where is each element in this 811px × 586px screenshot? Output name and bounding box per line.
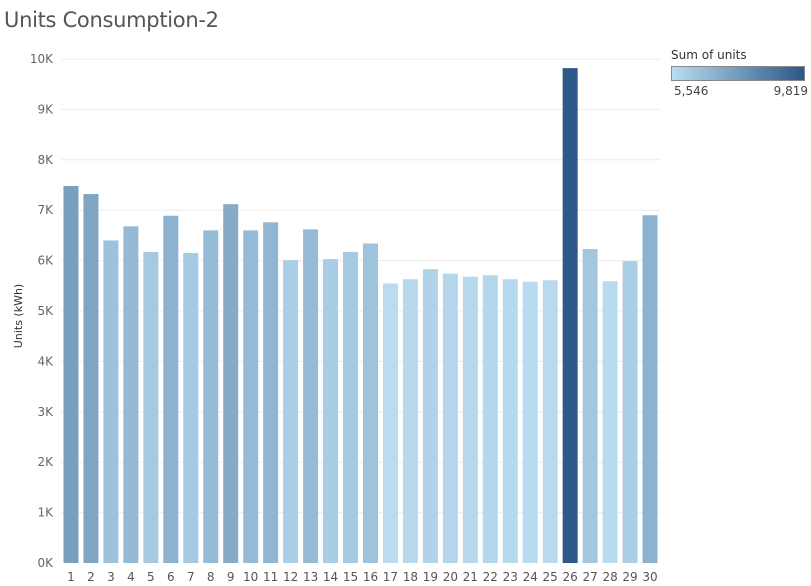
x-tick-label: 17: [383, 570, 398, 584]
bar[interactable]: [522, 281, 538, 563]
x-tick-label: 26: [563, 570, 578, 584]
x-tick-label: 22: [483, 570, 498, 584]
x-tick-label: 10: [243, 570, 258, 584]
bar[interactable]: [63, 186, 79, 563]
bar[interactable]: [163, 215, 179, 563]
x-tick-label: 2: [87, 570, 95, 584]
x-tick-label: 4: [127, 570, 135, 584]
bar[interactable]: [482, 275, 498, 563]
x-tick-label: 28: [602, 570, 617, 584]
bar[interactable]: [542, 280, 558, 563]
y-tick-label: 7K: [37, 203, 54, 217]
x-tick-label: 3: [107, 570, 115, 584]
y-tick-label: 2K: [37, 455, 54, 469]
legend-min-label: 5,546: [674, 84, 709, 98]
bar[interactable]: [462, 276, 478, 563]
bar[interactable]: [203, 230, 219, 564]
y-tick-label: 5K: [37, 304, 54, 318]
bar[interactable]: [303, 229, 319, 564]
x-tick-label: 5: [147, 570, 155, 584]
x-tick-label: 25: [543, 570, 558, 584]
x-tick-label: 29: [622, 570, 637, 584]
x-tick-label: 14: [323, 570, 338, 584]
bar[interactable]: [123, 226, 139, 563]
y-tick-label: 1K: [37, 506, 54, 520]
bar[interactable]: [502, 279, 518, 563]
chart-title: Units Consumption-2: [4, 8, 219, 32]
x-tick-label: 7: [187, 570, 195, 584]
x-tick-label: 9: [227, 570, 235, 584]
x-tick-label: 19: [423, 570, 438, 584]
bar[interactable]: [323, 259, 339, 563]
x-tick-label: 20: [443, 570, 458, 584]
x-tick-label: 6: [167, 570, 175, 584]
y-tick-label: 4K: [37, 354, 54, 368]
bar[interactable]: [362, 243, 378, 564]
color-legend: Sum of units 5,546 9,819: [671, 48, 811, 100]
y-tick-label: 6K: [37, 254, 54, 268]
legend-max-label: 9,819: [773, 84, 808, 98]
y-tick-label: 8K: [37, 153, 54, 167]
y-tick-label: 3K: [37, 405, 54, 419]
bar[interactable]: [263, 222, 279, 563]
bar[interactable]: [622, 261, 638, 563]
x-tick-label: 12: [283, 570, 298, 584]
x-tick-label: 21: [463, 570, 478, 584]
x-tick-label: 27: [582, 570, 597, 584]
y-tick-label: 10K: [30, 52, 54, 66]
bar[interactable]: [243, 230, 259, 564]
x-tick-label: 30: [642, 570, 657, 584]
bar[interactable]: [103, 240, 119, 563]
x-tick-label: 13: [303, 570, 318, 584]
x-tick-label: 1: [67, 570, 75, 584]
bar[interactable]: [382, 283, 398, 563]
bar[interactable]: [83, 194, 99, 563]
x-tick-label: 8: [207, 570, 215, 584]
bar[interactable]: [183, 253, 199, 564]
x-tick-label: 16: [363, 570, 378, 584]
y-axis-label: Units (kWh): [12, 284, 25, 348]
bar[interactable]: [442, 273, 458, 563]
bar[interactable]: [642, 215, 658, 564]
bar[interactable]: [343, 252, 359, 564]
x-tick-label: 15: [343, 570, 358, 584]
bar[interactable]: [422, 269, 438, 563]
x-tick-label: 18: [403, 570, 418, 584]
x-tick-label: 24: [523, 570, 538, 584]
x-tick-label: 11: [263, 570, 278, 584]
bar[interactable]: [283, 260, 299, 563]
bar[interactable]: [582, 249, 598, 563]
legend-color-ramp: [671, 66, 805, 81]
bar[interactable]: [223, 204, 239, 564]
bar[interactable]: [143, 252, 159, 564]
bar[interactable]: [402, 279, 418, 563]
bar[interactable]: [562, 68, 578, 563]
x-tick-label: 23: [503, 570, 518, 584]
y-tick-label: 9K: [37, 102, 54, 116]
y-tick-label: 0K: [37, 556, 54, 570]
bar[interactable]: [602, 281, 618, 563]
legend-title: Sum of units: [671, 48, 747, 62]
